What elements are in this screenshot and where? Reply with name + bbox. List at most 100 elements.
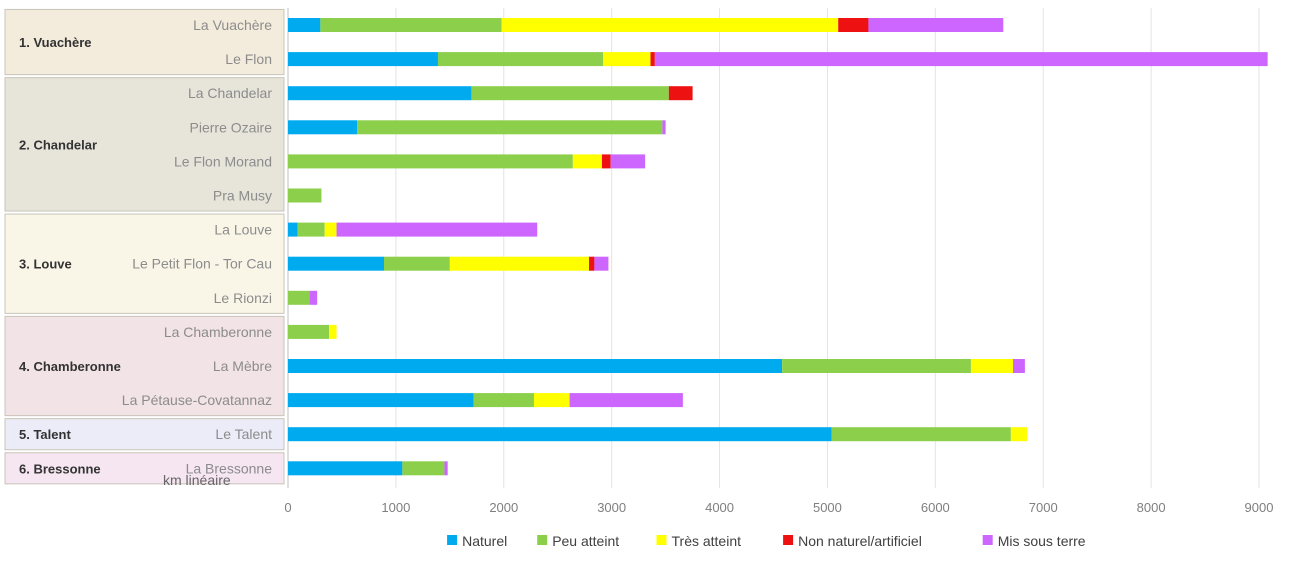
group-boxes: 1. Vuachère 2. Chandelar 3. Louve 4. Chambe… (4, 8, 285, 485)
bar-segment (288, 120, 358, 135)
bar-segment (328, 324, 337, 339)
legend-swatch (656, 535, 667, 545)
x-axis-unit-label: km linéaire (163, 472, 231, 488)
bar-segment (533, 393, 570, 408)
x-tick-labels: 0 1000 2000 3000 4000 5000 6000 7000 8000 9000 (284, 500, 1273, 515)
bar-segment (610, 154, 646, 169)
x-tick-label: 0 (284, 500, 291, 515)
bar-segment (288, 427, 832, 442)
bar-segment (601, 154, 611, 169)
bar-segment (970, 359, 1014, 373)
category-label: La Chamberonne (164, 324, 272, 340)
group-box (4, 8, 285, 76)
bar-segment (650, 52, 655, 67)
bar-segment (662, 120, 666, 135)
legend-label: Mis sous terre (998, 533, 1086, 549)
group-box (4, 452, 285, 485)
bar-segment (288, 188, 322, 203)
x-tick-label: 5000 (813, 500, 842, 515)
category-label: La Louve (214, 222, 272, 238)
group-box (4, 213, 285, 314)
bar-segment (868, 18, 1004, 32)
group-label: 3. Louve (19, 257, 72, 272)
bar-segment (437, 52, 604, 67)
x-tick-label: 7000 (1029, 500, 1058, 515)
bar-segment (569, 393, 683, 408)
category-label: La Mèbre (213, 358, 272, 374)
bar-segment (831, 427, 1011, 442)
bar-segment (384, 256, 450, 271)
category-label: Le Rionzi (214, 290, 272, 306)
legend: Naturel Peu atteint Très atteint Non nature… (447, 533, 1086, 549)
category-label: Le Petit Flon - Tor Cau (132, 256, 272, 272)
x-tick-label: 2000 (489, 500, 518, 515)
bar-segment (444, 461, 448, 476)
bar-segment (297, 222, 325, 237)
bar-segment (603, 52, 651, 67)
bar-segment (357, 120, 663, 135)
bar-segment (782, 359, 971, 373)
legend-swatch (447, 535, 458, 545)
category-label: Le Flon Morand (174, 153, 272, 169)
group-label: 6. Bressonne (19, 461, 101, 476)
bar-segment (838, 18, 869, 32)
bar-segment (288, 324, 329, 339)
bar-segment (654, 52, 1268, 67)
bar-segment (402, 461, 445, 476)
bar-segment (288, 18, 321, 32)
category-label: Pra Musy (213, 188, 272, 204)
bar-segment (336, 222, 538, 237)
x-tick-label: 8000 (1137, 500, 1166, 515)
legend-label: Non naturel/artificiel (798, 533, 922, 549)
bar-segment (501, 18, 839, 32)
bar-segment (288, 290, 310, 305)
group-box (4, 77, 285, 212)
bar-segment (288, 52, 438, 67)
bar-segment (594, 256, 609, 271)
category-labels: La Vuachère Le Flon La Chandelar Pierre Oza… (122, 17, 273, 476)
x-tick-label: 1000 (381, 500, 410, 515)
bar-segment (572, 154, 602, 169)
x-tick-label: 6000 (921, 500, 950, 515)
legend-label: Peu atteint (552, 533, 619, 549)
bar-segment (449, 256, 590, 271)
bar-segment (288, 86, 472, 101)
group-label: 4. Chamberonne (19, 359, 121, 374)
category-label: La Vuachère (193, 17, 272, 33)
bar-segment (589, 256, 595, 271)
group-box (4, 315, 285, 417)
legend-swatch (537, 535, 548, 545)
bar-segment (288, 154, 573, 169)
bar-segment (288, 393, 474, 408)
group-label: 5. Talent (19, 427, 71, 442)
x-tick-label: 3000 (597, 500, 626, 515)
legend-label: Naturel (462, 533, 507, 549)
group-label: 2. Chandelar (19, 137, 97, 152)
legend-swatch (982, 535, 993, 545)
category-label: Pierre Ozaire (190, 119, 273, 135)
x-tick-label: 4000 (705, 500, 734, 515)
bar-segment (473, 393, 534, 408)
bar-segment (288, 461, 403, 476)
bar-segment (471, 86, 669, 101)
legend-label: Très atteint (672, 533, 742, 549)
category-label: La Bressonne (186, 460, 273, 476)
bar-segment (668, 86, 693, 101)
bar-segment (324, 222, 337, 237)
bar-segment (1010, 427, 1028, 442)
category-label: Le Flon (225, 51, 272, 67)
bars (288, 18, 1268, 476)
group-box (4, 418, 285, 451)
bar-segment (320, 18, 502, 32)
gridlines (287, 8, 1260, 488)
bar-segment (288, 222, 298, 237)
bar-segment (1013, 359, 1025, 373)
bar-segment (309, 290, 318, 305)
category-label: La Pétause-Covatannaz (122, 392, 272, 408)
bar-segment (288, 359, 783, 373)
bar-segment (288, 256, 385, 271)
group-label: 1. Vuachère (19, 35, 92, 50)
x-tick-label: 9000 (1245, 500, 1274, 515)
category-label: Le Talent (215, 426, 272, 442)
